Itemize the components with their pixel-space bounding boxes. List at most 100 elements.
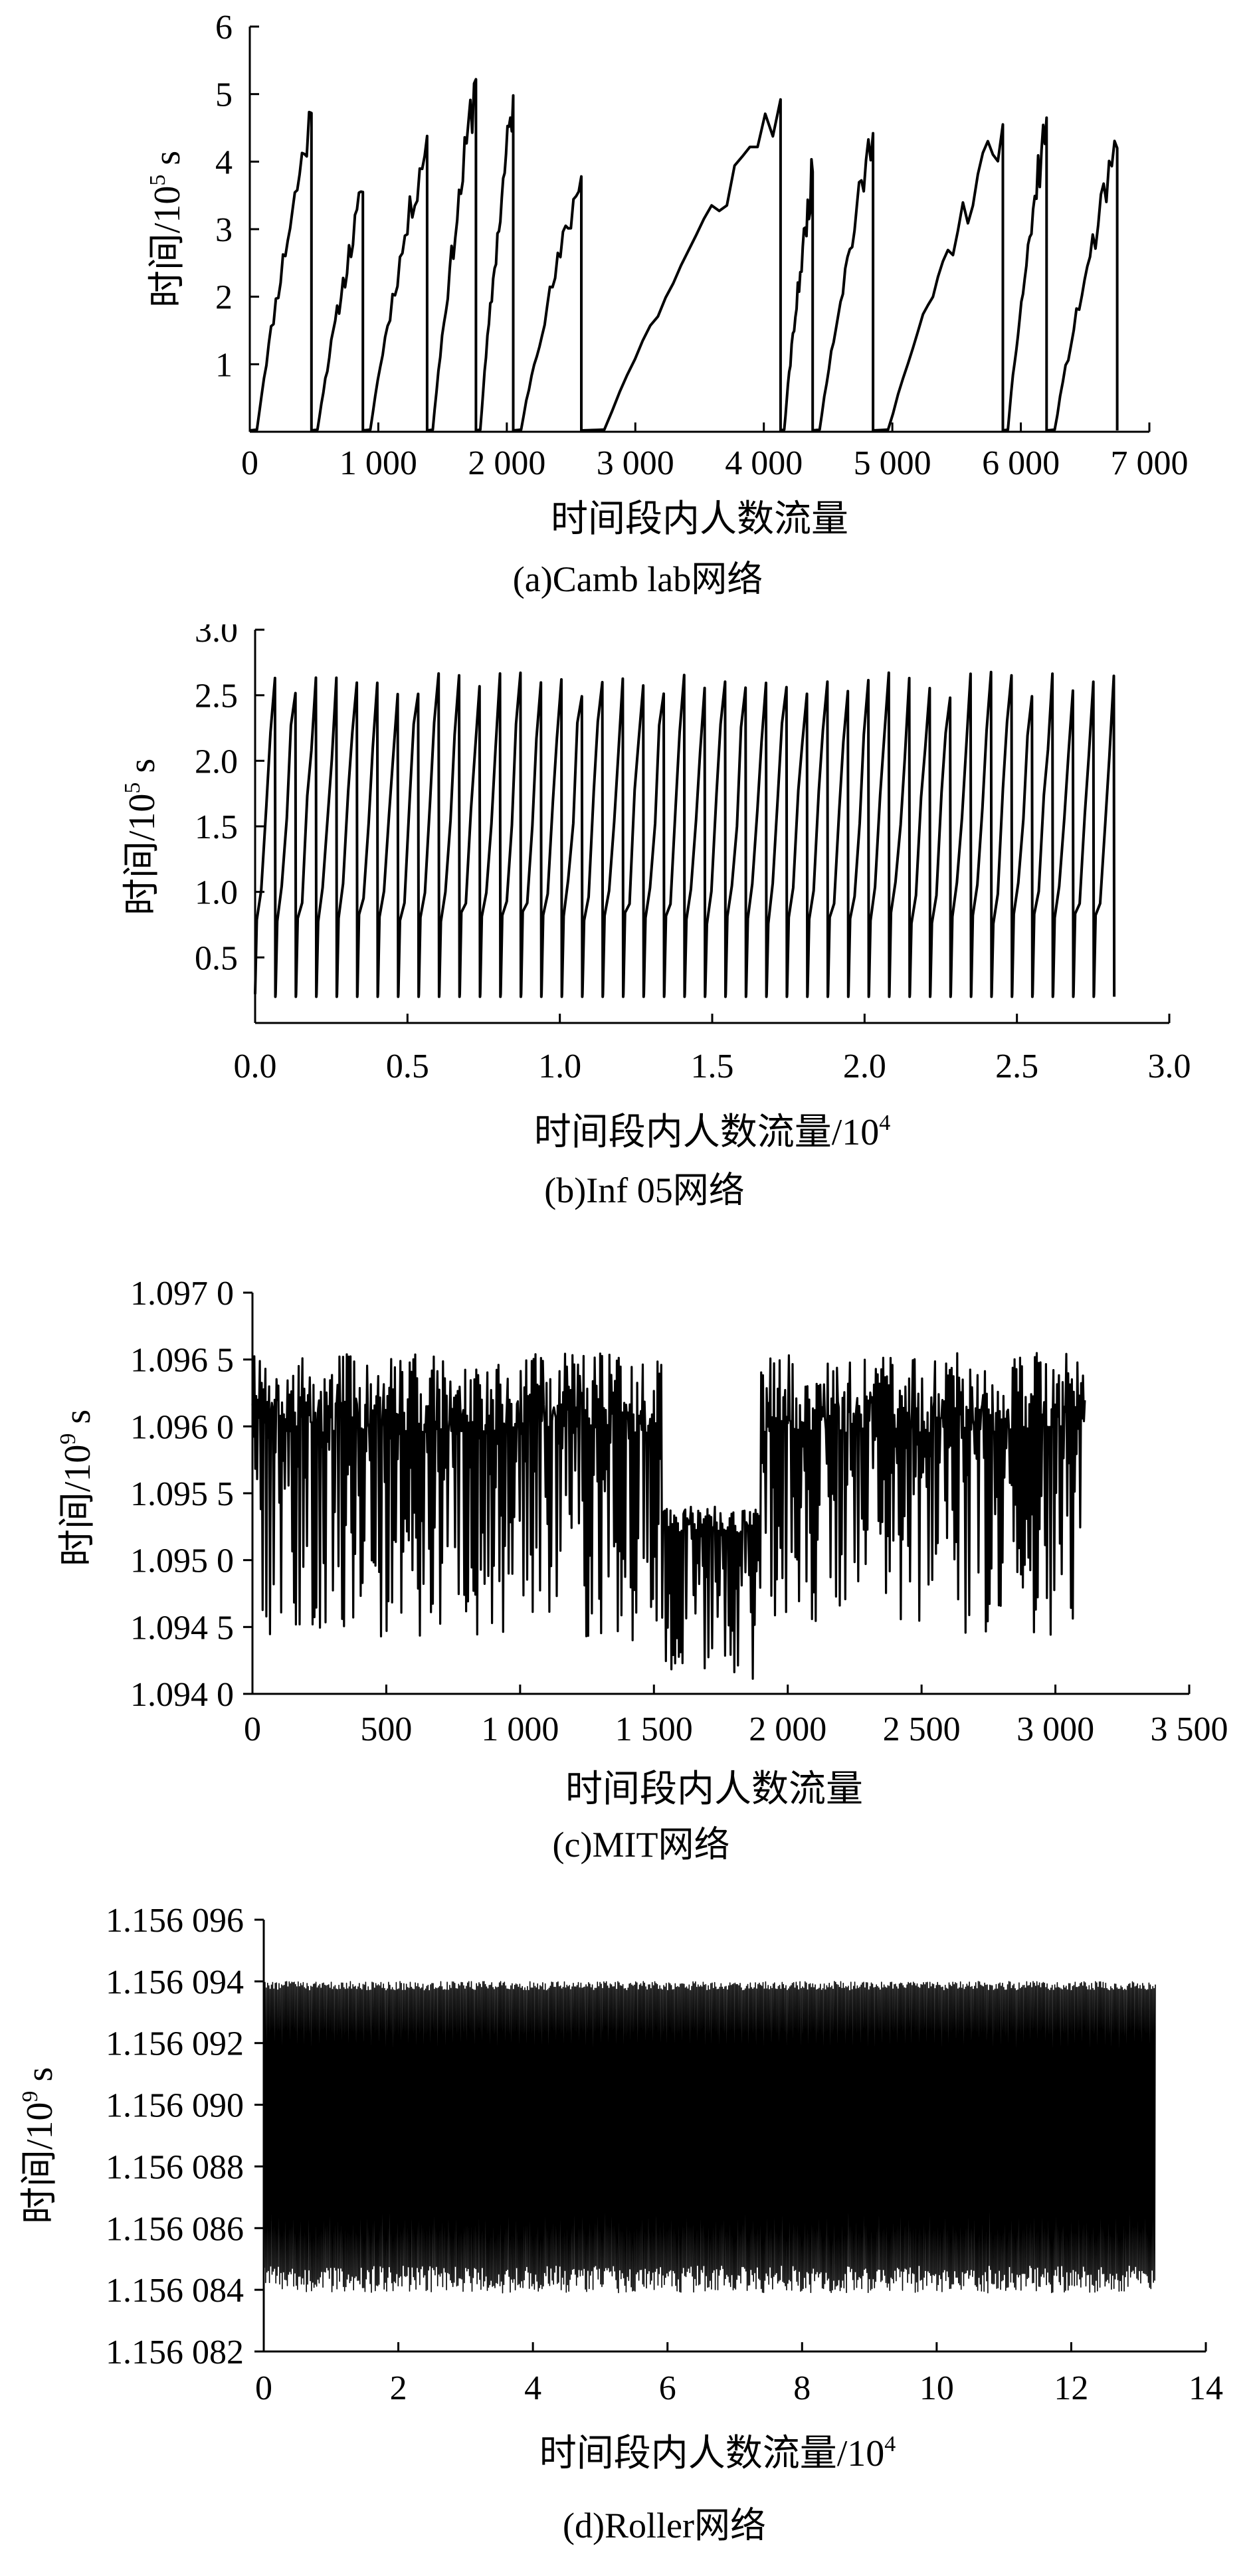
- series-line-d: [263, 1981, 1156, 2294]
- caption-d: (d)Roller网络: [563, 2506, 766, 2545]
- y-tick-label-a-1: 2: [215, 279, 233, 317]
- x-tick-label-d-0: 0: [255, 2369, 272, 2407]
- y-tick-label-c-4: 1.096 0: [130, 1408, 234, 1446]
- chart-svg-c: 1.094 0 1.094 5 1.095 0 1.095 5 1.096 0 1.096…: [56, 1275, 1228, 1865]
- y-axis-title-b: 时间/105 s: [120, 759, 163, 915]
- y-tick-label-d-3: 1.156 088: [106, 2148, 244, 2186]
- x-tick-label-c-2: 1 000: [481, 1710, 559, 1748]
- y-axis-title-exp-b: 5: [120, 782, 145, 794]
- y-axis-title-base-d: 时间/10: [19, 2102, 60, 2225]
- x-tick-label-c-7: 3 500: [1151, 1710, 1228, 1748]
- y-axis-title-a: 时间/105 s: [145, 151, 188, 308]
- y-tick-labels-a: 1 2 3 4 5 6: [215, 9, 233, 384]
- x-tick-label-a-0: 0: [241, 444, 258, 482]
- x-tick-label-c-0: 0: [244, 1710, 261, 1748]
- y-tick-label-a-3: 4: [215, 143, 233, 181]
- x-tick-label-d-7: 14: [1189, 2369, 1223, 2407]
- y-tick-label-b-2: 1.5: [195, 808, 238, 846]
- x-tick-labels-a: 0 1 000 2 000 3 000 4 000 5 000 6 000 7 000: [241, 444, 1189, 482]
- x-tick-label-a-4: 4 000: [725, 444, 803, 482]
- y-tick-label-c-3: 1.095 5: [130, 1475, 234, 1513]
- y-tick-labels-b: 0.5 1.0 1.5 2.0 2.5 3.0: [195, 624, 238, 977]
- chart-panel-b: 0.5 1.0 1.5 2.0 2.5 3.0 0.0 0.5 1.0 1.5 2.0 2.5 3.0…: [0, 624, 1253, 1249]
- y-tick-label-c-0: 1.094 0: [130, 1676, 234, 1714]
- x-tick-label-a-6: 6 000: [982, 444, 1060, 482]
- y-tick-label-a-0: 1: [215, 346, 233, 384]
- x-tick-label-a-7: 7 000: [1111, 444, 1189, 482]
- y-axis-title-unit-a: s: [147, 151, 188, 175]
- caption-c: (c)MIT网络: [553, 1825, 730, 1865]
- y-tick-label-d-0: 1.156 082: [106, 2334, 244, 2371]
- y-tick-label-d-2: 1.156 086: [106, 2210, 244, 2248]
- chart-panel-c: 1.094 0 1.094 5 1.095 0 1.095 5 1.096 0 1.096…: [0, 1236, 1253, 1873]
- series-line-c: [251, 1352, 1086, 1680]
- series-line-a: [249, 78, 1119, 432]
- y-tick-label-a-2: 3: [215, 211, 233, 249]
- series-line-b: [254, 670, 1116, 998]
- x-tick-label-b-6: 3.0: [1148, 1048, 1191, 1085]
- x-axis-title-exp-b: 4: [879, 1111, 890, 1135]
- x-tick-label-b-1: 0.5: [386, 1048, 429, 1085]
- y-tick-label-d-7: 1.156 096: [106, 1902, 244, 1940]
- y-axis-title-exp-c: 9: [56, 1433, 80, 1445]
- x-tick-label-d-3: 6: [659, 2369, 676, 2407]
- x-axis-title-base-d: 时间段内人数流量/10: [539, 2433, 885, 2474]
- y-axis-title-c: 时间/109 s: [56, 1410, 98, 1566]
- caption-b: (b)Inf 05网络: [544, 1170, 744, 1210]
- y-tick-label-d-6: 1.156 094: [106, 1964, 244, 2001]
- ticks-c: [243, 1291, 1191, 1695]
- x-tick-label-b-4: 2.0: [843, 1048, 886, 1085]
- chart-svg-a: 1 2 3 4 5 6 0 1 000 2 000 3 000 4 000 5 000 6 000 7 …: [145, 9, 1189, 599]
- y-tick-label-a-4: 5: [215, 76, 233, 114]
- y-axis-title-base-b: 时间/10: [122, 794, 163, 916]
- y-tick-labels-c: 1.094 0 1.094 5 1.095 0 1.095 5 1.096 0 1.096…: [130, 1275, 234, 1714]
- y-axis-title-d: 时间/109 s: [18, 2067, 60, 2224]
- y-axis-title-base-c: 时间/10: [57, 1445, 98, 1567]
- x-tick-label-b-0: 0.0: [234, 1048, 277, 1085]
- y-axis-title-base-a: 时间/10: [147, 186, 188, 308]
- x-tick-label-a-2: 2 000: [468, 444, 545, 482]
- ticks-d: [254, 1918, 1207, 2353]
- chart-panel-a: 1 2 3 4 5 6 0 1 000 2 000 3 000 4 000 5 000 6 000 7 …: [0, 0, 1253, 631]
- y-tick-label-a-5: 6: [215, 9, 233, 46]
- y-axis-title-unit-b: s: [122, 759, 163, 782]
- x-axis-title-d: 时间段内人数流量/104: [539, 2432, 896, 2474]
- x-tick-label-d-5: 10: [919, 2369, 954, 2407]
- y-tick-label-c-2: 1.095 0: [130, 1542, 234, 1580]
- x-tick-labels-b: 0.0 0.5 1.0 1.5 2.0 2.5 3.0: [234, 1048, 1191, 1085]
- y-tick-label-d-1: 1.156 084: [106, 2272, 244, 2310]
- x-tick-label-d-4: 8: [793, 2369, 811, 2407]
- chart-panel-d: 1.156 082 1.156 084 1.156 086 1.156 088 1.15…: [0, 1873, 1253, 2576]
- x-tick-label-c-3: 1 500: [615, 1710, 693, 1748]
- x-tick-label-b-2: 1.0: [538, 1048, 581, 1085]
- x-tick-label-a-3: 3 000: [597, 444, 674, 482]
- x-tick-label-d-2: 4: [524, 2369, 541, 2407]
- x-tick-label-c-1: 500: [360, 1710, 412, 1748]
- y-tick-label-c-6: 1.097 0: [130, 1275, 234, 1313]
- x-axis-title-b: 时间段内人数流量/104: [534, 1111, 891, 1153]
- x-axis-title-a: 时间段内人数流量: [551, 499, 848, 540]
- caption-a: (a)Camb lab网络: [513, 559, 763, 599]
- x-tick-label-d-1: 2: [390, 2369, 407, 2407]
- y-tick-label-d-5: 1.156 092: [106, 2025, 244, 2063]
- y-axis-title-unit-d: s: [19, 2067, 60, 2091]
- y-axis-title-unit-c: s: [57, 1410, 98, 1433]
- x-tick-labels-d: 0 2 4 6 8 10 12 14: [255, 2369, 1223, 2407]
- x-axis-title-base-b: 时间段内人数流量/10: [534, 1112, 880, 1153]
- y-tick-label-b-3: 2.0: [195, 743, 238, 781]
- x-tick-label-b-5: 2.5: [995, 1048, 1038, 1085]
- y-tick-label-b-5: 3.0: [195, 624, 238, 650]
- x-tick-label-a-1: 1 000: [339, 444, 417, 482]
- y-tick-label-d-4: 1.156 090: [106, 2087, 244, 2125]
- y-tick-label-b-1: 1.0: [195, 874, 238, 912]
- chart-svg-b: 0.5 1.0 1.5 2.0 2.5 3.0 0.0 0.5 1.0 1.5 2.0 2.5 3.0…: [120, 624, 1191, 1210]
- x-tick-labels-c: 0 500 1 000 1 500 2 000 2 500 3 000 3 500: [244, 1710, 1228, 1748]
- chart-svg-d: 1.156 082 1.156 084 1.156 086 1.156 088 1.15…: [18, 1902, 1223, 2545]
- x-tick-label-c-4: 2 000: [749, 1710, 826, 1748]
- y-axis-title-exp-d: 9: [18, 2091, 43, 2102]
- y-tick-label-c-5: 1.096 5: [130, 1342, 234, 1380]
- x-axis-title-exp-d: 4: [884, 2432, 896, 2456]
- ticks-a: [248, 25, 1151, 432]
- y-tick-label-b-4: 2.5: [195, 678, 238, 715]
- x-tick-label-a-5: 5 000: [854, 444, 931, 482]
